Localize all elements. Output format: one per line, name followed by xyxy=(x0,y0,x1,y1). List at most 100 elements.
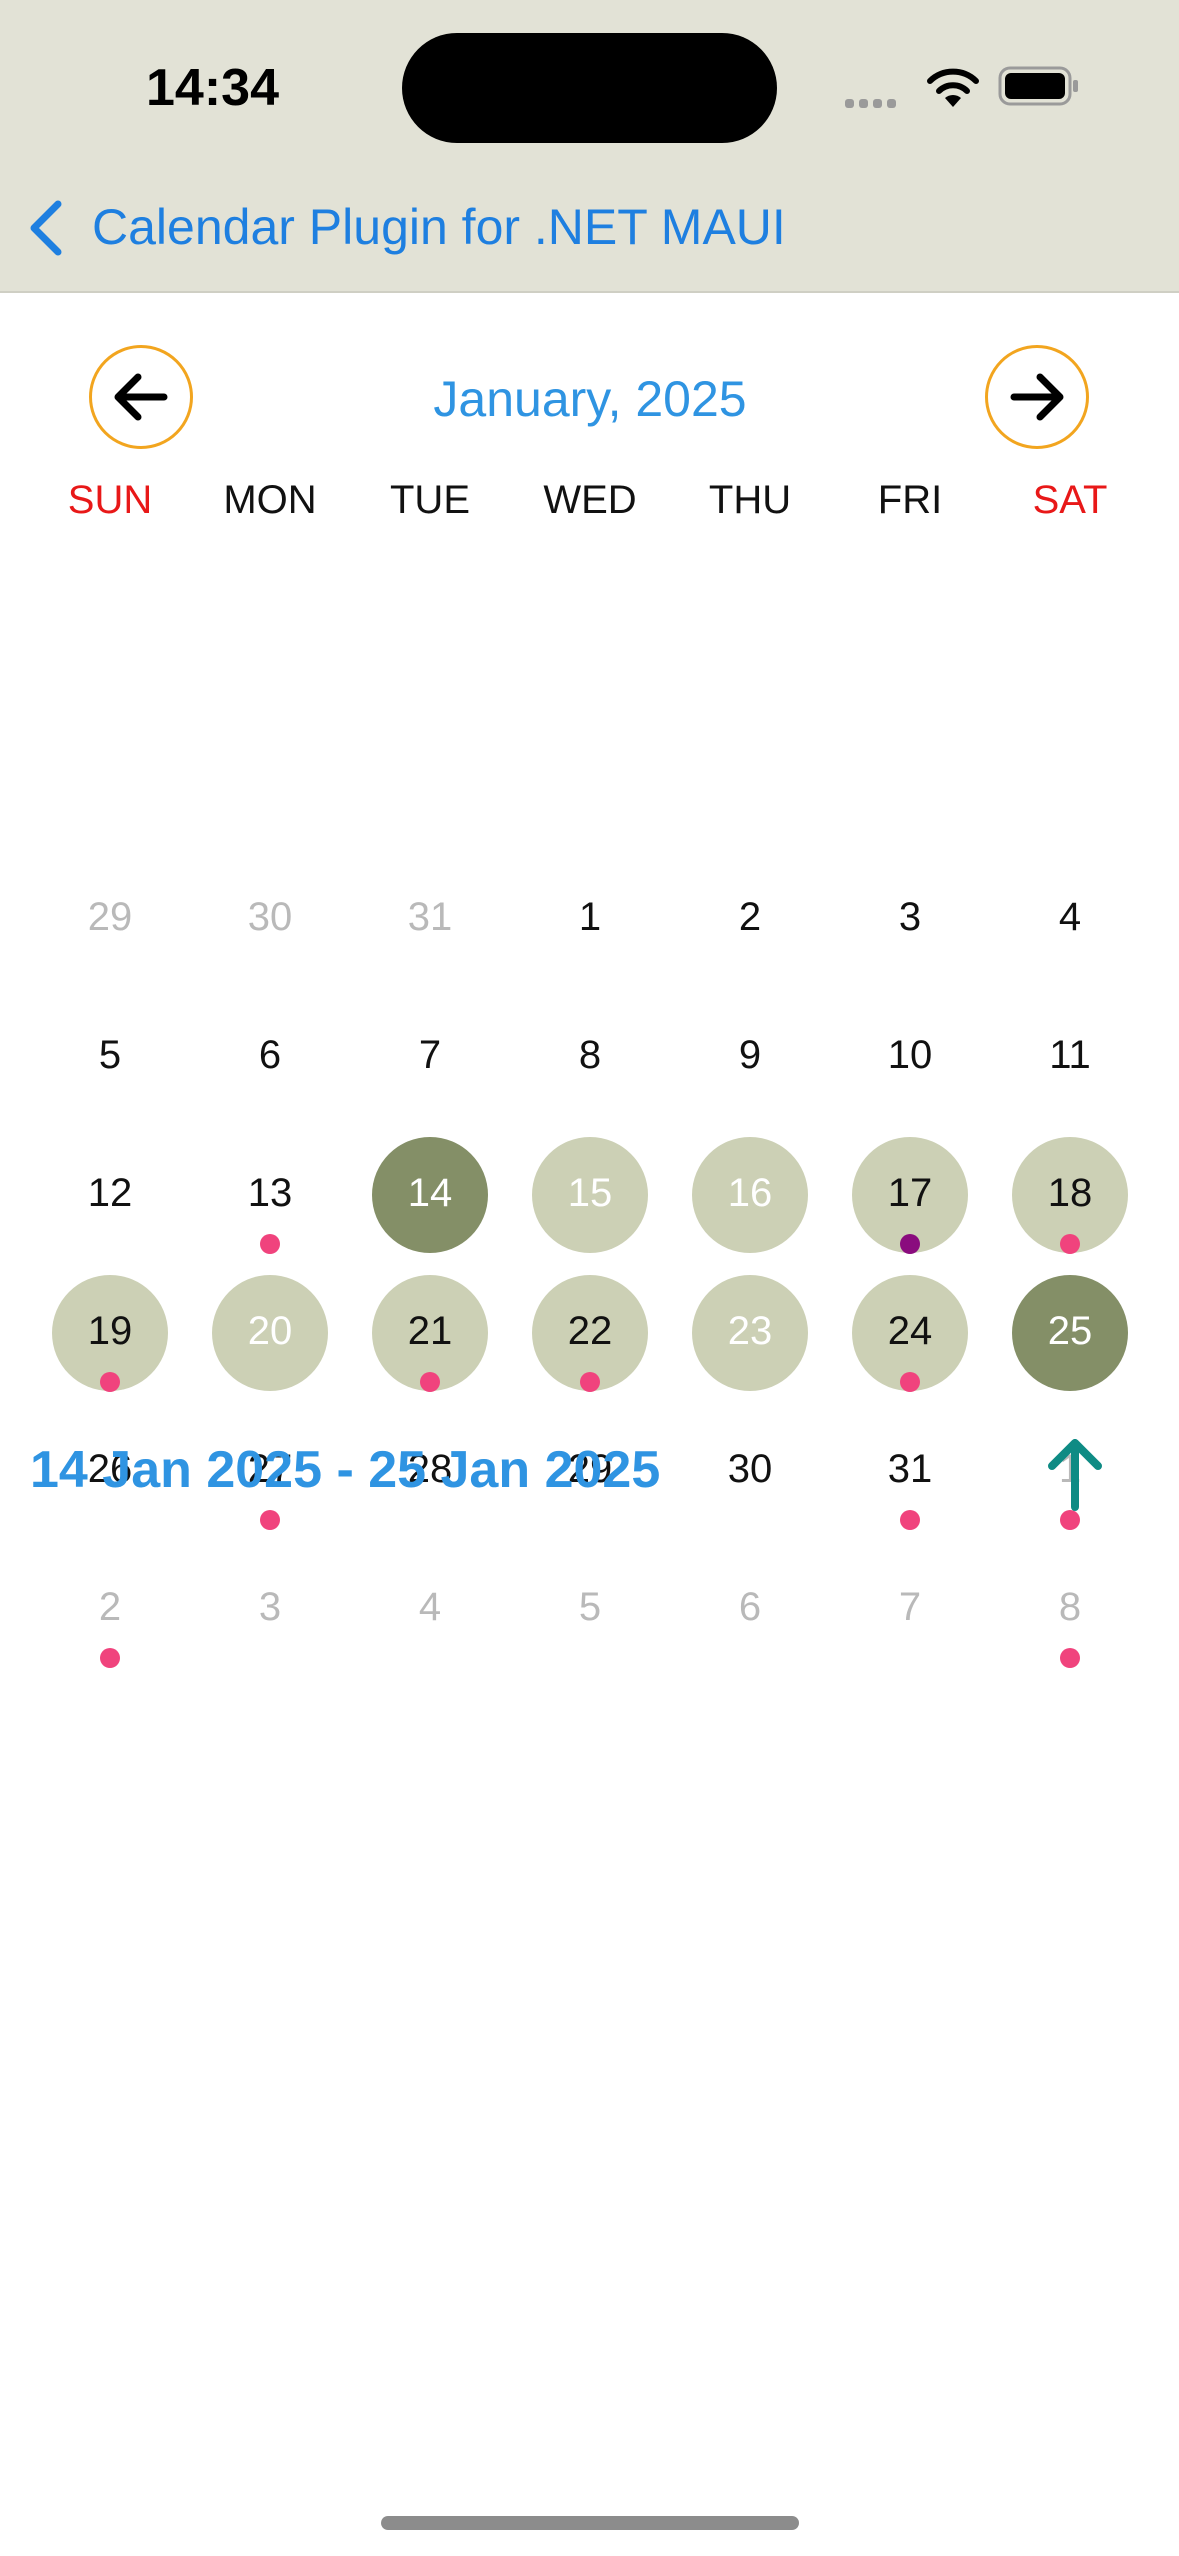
event-dot xyxy=(900,1510,920,1530)
day-number: 2 xyxy=(98,1585,122,1629)
day-number: 12 xyxy=(87,1171,133,1215)
event-dot xyxy=(420,1372,440,1392)
day-number: 15 xyxy=(567,1171,613,1215)
day-number: 4 xyxy=(418,1585,442,1629)
day-number: 24 xyxy=(887,1309,933,1353)
day-number: 27 xyxy=(247,1447,293,1491)
day-number: 4 xyxy=(1058,895,1082,939)
event-dot xyxy=(100,1648,120,1668)
back-chevron-icon[interactable] xyxy=(22,198,72,258)
calendar-day[interactable]: 24 xyxy=(830,1269,990,1407)
calendar-day[interactable]: 20 xyxy=(190,1269,350,1407)
wifi-icon xyxy=(927,68,979,107)
event-dot xyxy=(1060,1648,1080,1668)
day-number: 14 xyxy=(407,1171,453,1215)
calendar-day[interactable]: 18 xyxy=(990,1131,1150,1269)
day-number: 25 xyxy=(1047,1309,1093,1353)
next-month-button[interactable] xyxy=(985,345,1089,449)
calendar-day[interactable]: 2 xyxy=(30,1545,190,1683)
day-number: 22 xyxy=(567,1309,613,1353)
calendar-day[interactable]: 29 xyxy=(30,855,190,993)
calendar-day[interactable]: 31 xyxy=(830,1407,990,1545)
range-day-circle xyxy=(692,1275,808,1391)
day-number: 13 xyxy=(247,1171,293,1215)
calendar-day[interactable]: 5 xyxy=(30,993,190,1131)
range-day-circle xyxy=(212,1275,328,1391)
range-day-circle xyxy=(532,1275,648,1391)
day-number: 10 xyxy=(887,1033,933,1077)
calendar-day[interactable]: 4 xyxy=(350,1545,510,1683)
calendar-day[interactable]: 11 xyxy=(990,993,1150,1131)
page-title[interactable]: Calendar Plugin for .NET MAUI xyxy=(92,199,786,255)
selected-range-label: 14 Jan 2025 - 25 Jan 2025 xyxy=(30,1441,661,1499)
arrow-up-icon[interactable] xyxy=(1040,1433,1110,1513)
calendar-day[interactable]: 22 xyxy=(510,1269,670,1407)
calendar-day[interactable]: 1 xyxy=(510,855,670,993)
calendar-day[interactable]: 28 xyxy=(350,1407,510,1545)
day-number: 7 xyxy=(898,1585,922,1629)
range-day-circle xyxy=(372,1275,488,1391)
calendar-day[interactable]: 13 xyxy=(190,1131,350,1269)
calendar-day[interactable]: 7 xyxy=(350,993,510,1131)
calendar-day[interactable]: 21 xyxy=(350,1269,510,1407)
calendar-day[interactable]: 5 xyxy=(510,1545,670,1683)
calendar-day[interactable]: 6 xyxy=(670,1545,830,1683)
calendar-day[interactable]: 3 xyxy=(830,855,990,993)
day-number: 26 xyxy=(87,1447,133,1491)
calendar-day[interactable]: 3 xyxy=(190,1545,350,1683)
weekday-tue: TUE xyxy=(390,478,470,522)
day-number: 9 xyxy=(738,1033,762,1077)
home-indicator xyxy=(381,2516,799,2530)
calendar-day[interactable]: 27 xyxy=(190,1407,350,1545)
calendar-day[interactable]: 17 xyxy=(830,1131,990,1269)
event-dot xyxy=(1060,1234,1080,1254)
day-number: 17 xyxy=(887,1171,933,1215)
day-number: 5 xyxy=(578,1585,602,1629)
calendar-day[interactable]: 10 xyxy=(830,993,990,1131)
calendar-day[interactable]: 30 xyxy=(190,855,350,993)
calendar-day[interactable]: 7 xyxy=(830,1545,990,1683)
range-day-circle xyxy=(52,1275,168,1391)
calendar-day[interactable]: 9 xyxy=(670,993,830,1131)
day-number: 21 xyxy=(407,1309,453,1353)
day-number: 30 xyxy=(727,1447,773,1491)
calendar-day[interactable]: 25 xyxy=(990,1269,1150,1407)
day-number: 28 xyxy=(407,1447,453,1491)
app-header: 14:34 Calendar Plugin for .NET MAUI xyxy=(0,0,1179,293)
calendar-day[interactable]: 14 xyxy=(350,1131,510,1269)
calendar-day[interactable]: 19 xyxy=(30,1269,190,1407)
day-number: 6 xyxy=(738,1585,762,1629)
calendar-day[interactable]: 29 xyxy=(510,1407,670,1545)
calendar-day[interactable]: 16 xyxy=(670,1131,830,1269)
calendar-day[interactable]: 30 xyxy=(670,1407,830,1545)
day-number: 31 xyxy=(887,1447,933,1491)
day-number: 20 xyxy=(247,1309,293,1353)
day-number: 2 xyxy=(738,895,762,939)
weekday-sun: SUN xyxy=(67,478,153,522)
dynamic-island xyxy=(402,33,777,143)
day-number: 3 xyxy=(258,1585,282,1629)
arrow-left-icon xyxy=(114,373,168,421)
calendar-day[interactable]: 6 xyxy=(190,993,350,1131)
day-number: 29 xyxy=(567,1447,613,1491)
cellular-signal-icon xyxy=(845,95,905,108)
calendar-day[interactable]: 12 xyxy=(30,1131,190,1269)
calendar-day[interactable]: 8 xyxy=(510,993,670,1131)
calendar-day[interactable]: 15 xyxy=(510,1131,670,1269)
day-number: 23 xyxy=(727,1309,773,1353)
battery-icon xyxy=(998,66,1078,106)
calendar-day[interactable]: 2 xyxy=(670,855,830,993)
range-day-circle xyxy=(852,1275,968,1391)
prev-month-button[interactable] xyxy=(89,345,193,449)
event-dot xyxy=(100,1372,120,1392)
calendar-day[interactable]: 23 xyxy=(670,1269,830,1407)
day-number: 1 xyxy=(578,895,602,939)
arrow-right-icon xyxy=(1010,373,1064,421)
weekday-sat: SAT xyxy=(1032,478,1108,522)
calendar-day[interactable]: 31 xyxy=(350,855,510,993)
day-number: 30 xyxy=(247,895,293,939)
calendar-day[interactable]: 26 xyxy=(30,1407,190,1545)
selected-day-circle xyxy=(372,1137,488,1253)
calendar-day[interactable]: 4 xyxy=(990,855,1150,993)
calendar-day[interactable]: 8 xyxy=(990,1545,1150,1683)
